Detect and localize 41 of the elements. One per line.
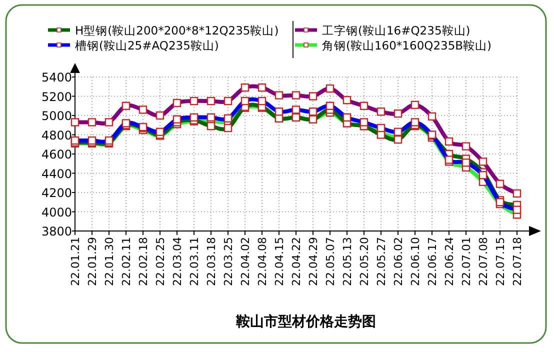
x-tick-label: 22.06.24	[443, 237, 456, 286]
y-tick-label: 4800	[41, 128, 72, 142]
x-tick-label: 22.07.15	[494, 237, 507, 286]
x-tick-label: 22.03.11	[188, 237, 201, 286]
x-tick-label: 22.05.13	[341, 237, 354, 286]
y-tick-label: 4600	[41, 148, 72, 162]
y-tick-label: 4400	[41, 166, 72, 181]
x-tick-label: 22.07.08	[477, 237, 490, 286]
x-tick-label: 22.05.20	[358, 237, 371, 286]
legend-label: H型钢(鞍山200*200*8*12Q235鞍山)	[75, 24, 279, 38]
x-tick-label: 22.04.08	[256, 237, 269, 286]
y-tick-label: 5200	[41, 90, 72, 104]
x-tick-label: 22.03.18	[205, 237, 218, 286]
x-tick-label: 22.04.29	[307, 237, 320, 286]
x-tick-label: 22.02.18	[137, 237, 150, 286]
x-tick-label: 22.06.02	[392, 237, 405, 286]
x-tick-label: 22.01.29	[86, 237, 99, 286]
y-tick-label: 4000	[41, 205, 72, 220]
x-tick-label: 22.03.25	[222, 237, 235, 286]
legend-label: 角钢(鞍山160*160Q235B鞍山)	[322, 38, 492, 52]
x-tick-label: 22.05.07	[324, 237, 337, 286]
x-tick-label: 22.06.17	[426, 237, 439, 286]
x-tick-label: 22.02.25	[154, 237, 167, 286]
y-tick-label: 5400	[41, 70, 72, 84]
y-tick-label: 3800	[41, 224, 72, 238]
legend-label: 槽钢(鞍山25#AQ235鞍山)	[75, 38, 219, 52]
x-tick-label: 22.02.11	[120, 237, 133, 286]
x-tick-label: 22.07.18	[511, 237, 524, 286]
y-tick-label: 5000	[41, 109, 72, 123]
x-tick-label: 22.03.04	[171, 237, 184, 286]
x-tick-label: 22.01.30	[103, 237, 116, 286]
text: 鞍山市型材价格走势图	[235, 313, 376, 330]
x-tick-label: 22.04.22	[290, 237, 303, 286]
x-tick-label: 22.04.15	[273, 237, 286, 286]
x-tick-label: 22.07.01	[460, 237, 473, 286]
x-tick-label: 22.06.10	[409, 237, 422, 286]
x-tick-label: 22.05.27	[375, 237, 388, 286]
x-tick-label: 22.01.21	[69, 237, 82, 286]
x-tick-label: 22.04.02	[239, 237, 252, 286]
legend-label: 工字钢(鞍山16#Q235鞍山)	[322, 24, 470, 38]
y-tick-label: 4200	[41, 186, 72, 200]
